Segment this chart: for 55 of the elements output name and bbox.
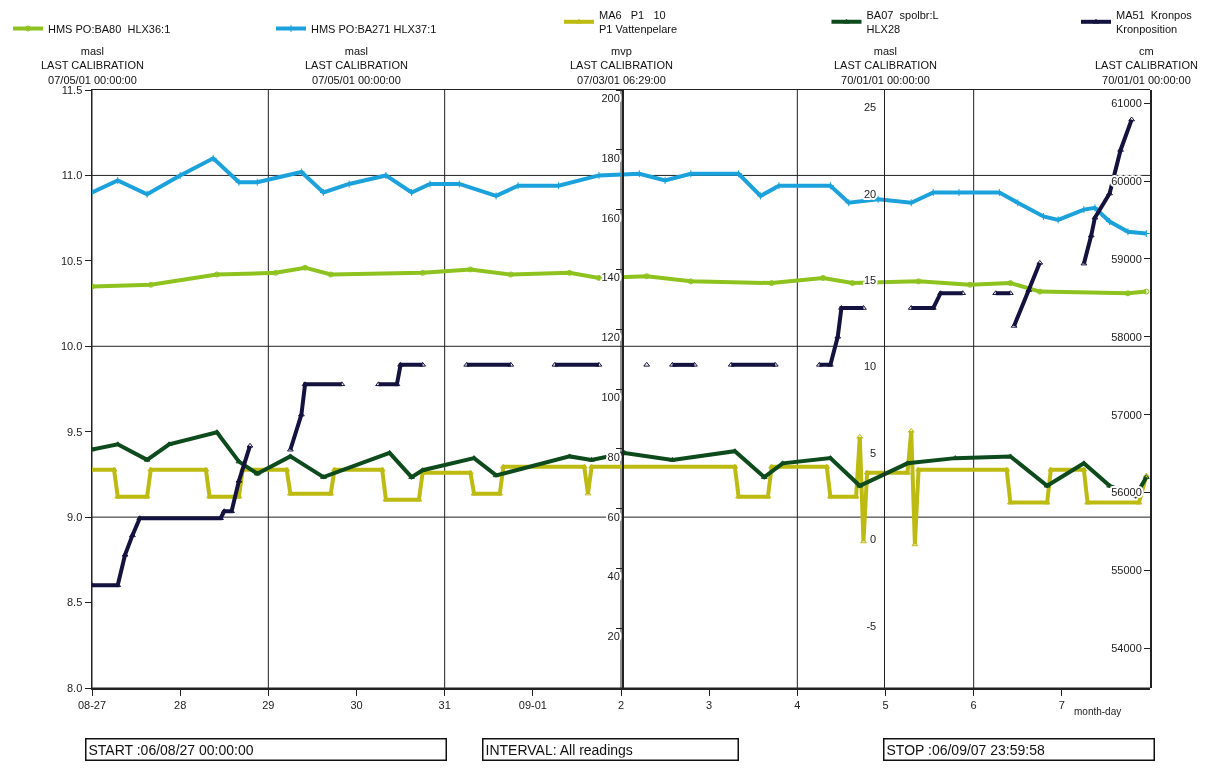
y2-tick-label: 80: [607, 450, 620, 463]
text: mvp LAST CALIBRATION 07/03/01 06:29:00: [570, 45, 673, 86]
x-tick-label: 08-27: [77, 698, 107, 711]
y3-tick-label: 0: [870, 533, 877, 546]
legend-label: MA51 Kronpos Kronposition: [1116, 8, 1193, 36]
x-tick-label: 30: [350, 698, 363, 711]
text: STOP :06/09/07 23:59:58: [886, 741, 1045, 758]
text: masl LAST CALIBRATION 70/01/01 00:00:00: [834, 45, 937, 86]
x-tick-label: 5: [882, 698, 889, 711]
y3-tick-label: 5: [870, 446, 877, 459]
x-tick-label: 7: [1058, 698, 1065, 711]
text: masl LAST CALIBRATION 07/05/01 00:00:00: [305, 45, 408, 86]
y2-tick-label: 20: [607, 630, 620, 643]
y-tick-label: 56000: [1111, 486, 1142, 499]
y-tick-label: 11.0: [61, 169, 83, 182]
y-tick-label: 10.0: [60, 340, 83, 353]
legend-label: MA6 P1 10 P1 Vattenpelare: [599, 8, 678, 36]
y-tick-label: 54000: [1111, 642, 1142, 655]
y2-tick-label: 160: [601, 211, 620, 224]
y-tick-label: 57000: [1111, 408, 1142, 421]
y2-tick-label: 120: [601, 331, 620, 344]
legend-label: HMS PO:BA80 HLX36:1: [48, 22, 171, 35]
text: cm LAST CALIBRATION 70/01/01 00:00:00: [1095, 45, 1198, 86]
y-tick-label: 58000: [1111, 330, 1142, 343]
y-tick-label: 61000: [1111, 97, 1142, 110]
x-tick-label: 31: [438, 698, 451, 711]
text: INTERVAL: All readings: [485, 741, 633, 758]
legend-label: BA07 spolbr:L HLX28: [866, 8, 939, 36]
y2-tick-label: 200: [601, 92, 620, 105]
y3-tick-label: -5: [866, 619, 877, 632]
y3-tick-label: 20: [863, 187, 877, 200]
y-tick-label: 10.5: [60, 254, 83, 267]
y3-tick-label: 25: [863, 101, 877, 114]
x-axis-title: month-day: [1074, 706, 1122, 717]
y-tick-label: 55000: [1111, 564, 1142, 577]
x-tick-label: 4: [794, 698, 801, 711]
x-tick-label: 29: [262, 698, 275, 711]
y-tick-label: 11.5: [61, 83, 83, 96]
text: masl LAST CALIBRATION 07/05/01 00:00:00: [41, 45, 144, 86]
y2-tick-label: 40: [607, 570, 620, 583]
y-tick-label: 9.5: [67, 425, 83, 438]
legend-label: HMS PO:BA271 HLX37:1: [311, 22, 437, 35]
text: START :06/08/27 00:00:00: [88, 741, 254, 758]
x-tick-label: 09-01: [518, 698, 547, 711]
y-tick-label: 59000: [1111, 252, 1142, 265]
y2-tick-label: 100: [601, 391, 620, 404]
y-tick-label: 8.0: [67, 681, 83, 694]
x-tick-label: 2: [617, 698, 625, 711]
x-tick-label: 28: [174, 698, 187, 711]
x-tick-label: 3: [706, 698, 713, 711]
y-tick-label: 8.5: [67, 596, 83, 609]
y2-tick-label: 180: [601, 151, 620, 164]
x-tick-label: 6: [970, 698, 977, 711]
y3-tick-label: 10: [863, 360, 877, 373]
y-tick-label: 9.0: [67, 510, 83, 523]
